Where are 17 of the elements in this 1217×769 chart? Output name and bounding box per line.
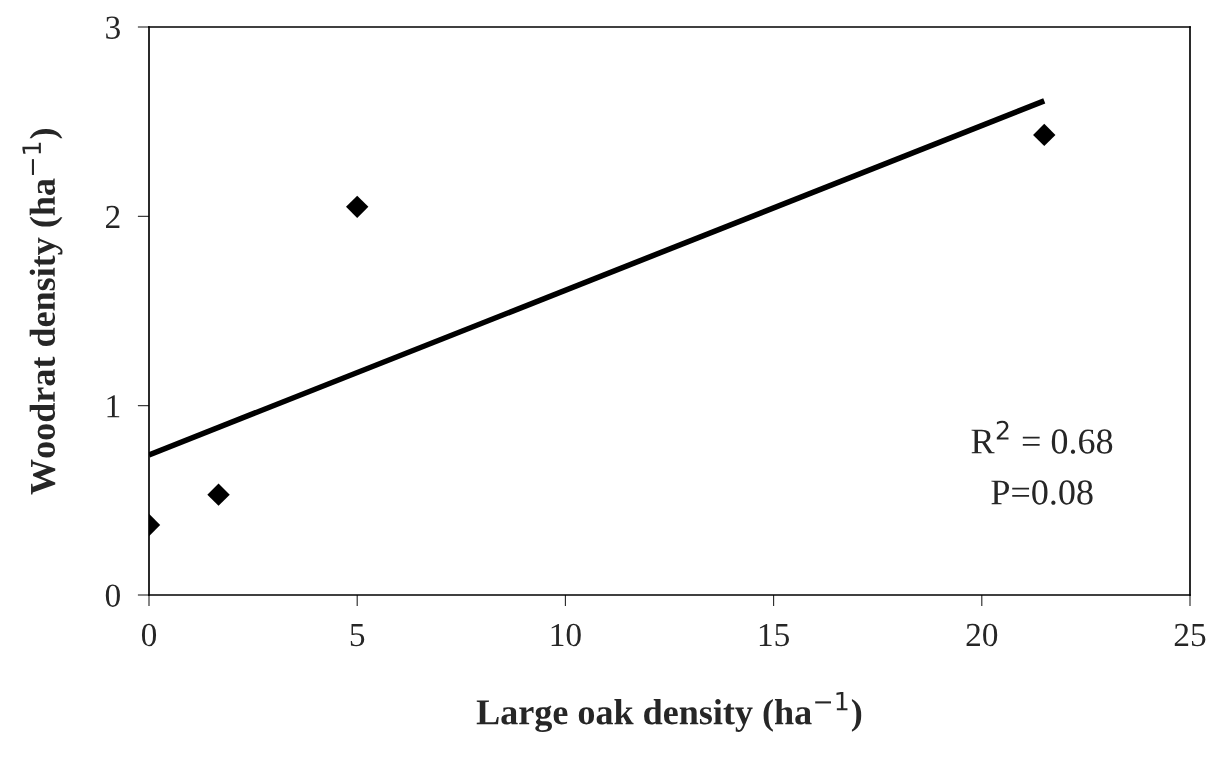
point <box>207 483 230 506</box>
y-tick-label: 0 <box>105 584 120 607</box>
x-tick-label: 15 <box>759 623 789 647</box>
y-tick-label: 3 <box>106 16 120 39</box>
x-tick-label: 0 <box>141 623 157 647</box>
point <box>1033 123 1056 147</box>
y-tick-label: 2 <box>106 205 120 228</box>
annotation: P=0.08 <box>991 480 1093 505</box>
point <box>346 195 369 219</box>
x-tick-label: 5 <box>350 624 365 647</box>
x-axis-title: Large oak density (ha$^{−1}$) <box>476 691 862 733</box>
y-tick-label: 1 <box>107 395 120 418</box>
x-tick-label: 25 <box>1174 623 1206 647</box>
x-tick-label: 10 <box>551 623 581 647</box>
annotation: R$^{2}$ = 0.68 <box>971 420 1113 454</box>
x-tick-label: 20 <box>966 623 998 647</box>
y-axis-title: Woodrat density (ha$^{−1}$) <box>22 128 63 495</box>
